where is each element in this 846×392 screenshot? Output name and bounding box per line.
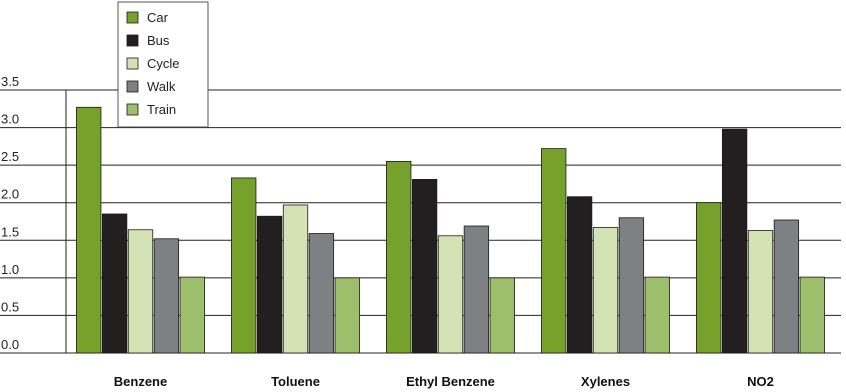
y-tick-label: 3.5 xyxy=(1,74,19,89)
legend-label-bus: Bus xyxy=(147,33,170,48)
bar-car-xylenes xyxy=(541,148,567,354)
bar-car-toluene xyxy=(231,177,257,354)
bar-cycle-ethyl-benzene xyxy=(437,235,464,354)
bar-car-ethyl-benzene xyxy=(386,160,412,354)
bar-cycle-no2 xyxy=(747,230,774,354)
legend-swatch-cycle xyxy=(126,57,139,70)
legend-label-train: Train xyxy=(147,102,176,117)
y-tick-label: 0.5 xyxy=(1,299,19,314)
bar-train-toluene xyxy=(334,277,360,354)
legend-swatch-car xyxy=(126,11,139,24)
bar-bus-no2 xyxy=(721,128,748,354)
bar-train-no2 xyxy=(799,276,825,354)
bar-walk-xylenes xyxy=(618,217,645,354)
category-label: Benzene xyxy=(114,374,167,389)
legend-label-car: Car xyxy=(147,10,169,25)
bar-walk-benzene xyxy=(153,238,180,354)
bar-cycle-benzene xyxy=(127,229,154,354)
y-tick-label: 3.0 xyxy=(1,112,19,127)
y-tick-label: 2.0 xyxy=(1,187,19,202)
bars xyxy=(76,106,825,354)
legend-swatch-walk xyxy=(126,80,139,93)
bar-walk-toluene xyxy=(308,233,335,354)
bar-train-ethyl-benzene xyxy=(489,277,515,354)
legend-label-walk: Walk xyxy=(147,79,176,94)
bar-cycle-xylenes xyxy=(592,227,619,354)
bar-bus-xylenes xyxy=(566,196,593,354)
category-label: Xylenes xyxy=(581,374,630,389)
bar-car-no2 xyxy=(696,202,722,354)
axes: 0.0 0.5 1.0 1.5 2.0 2.5 3.0 3.5 Benzene Toluene Et… xyxy=(1,74,774,389)
bar-bus-benzene xyxy=(101,213,128,354)
bar-walk-no2 xyxy=(773,219,800,354)
legend-swatch-bus xyxy=(126,34,139,47)
bar-car-benzene xyxy=(76,106,102,354)
y-tick-label: 0.0 xyxy=(1,337,19,352)
bar-bus-ethyl-benzene xyxy=(411,179,438,354)
bar-train-benzene xyxy=(179,276,205,354)
legend: Car Bus Cycle Walk Train xyxy=(117,1,209,128)
y-tick-label: 1.5 xyxy=(1,224,19,239)
category-label: NO2 xyxy=(747,374,774,389)
bar-walk-ethyl-benzene xyxy=(463,225,490,354)
category-label: Toluene xyxy=(271,374,320,389)
y-tick-label: 2.5 xyxy=(1,149,19,164)
bar-train-xylenes xyxy=(644,276,670,354)
bar-cycle-toluene xyxy=(282,204,309,354)
y-tick-label: 1.0 xyxy=(1,262,19,277)
category-label: Ethyl Benzene xyxy=(406,374,495,389)
legend-label-cycle: Cycle xyxy=(147,56,180,71)
bar-bus-toluene xyxy=(256,215,283,354)
legend-swatch-train xyxy=(126,103,139,116)
